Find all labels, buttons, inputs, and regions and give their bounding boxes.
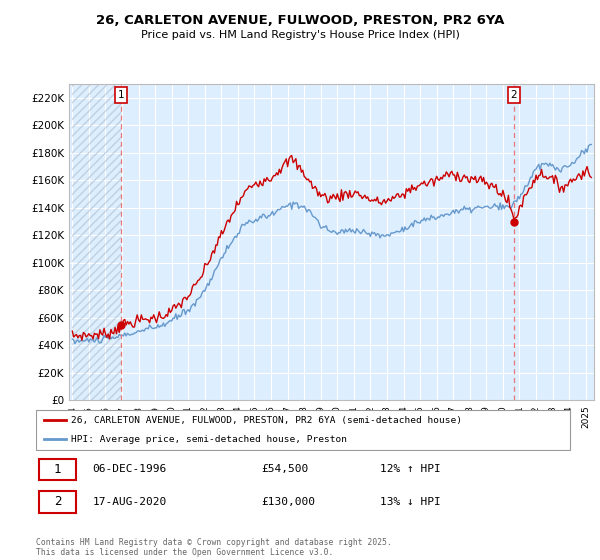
Text: 1: 1 bbox=[54, 463, 61, 476]
FancyBboxPatch shape bbox=[38, 459, 76, 480]
Text: 1: 1 bbox=[118, 90, 124, 100]
Text: £130,000: £130,000 bbox=[262, 497, 316, 507]
Text: 2: 2 bbox=[511, 90, 517, 100]
Text: 06-DEC-1996: 06-DEC-1996 bbox=[92, 464, 167, 474]
Text: Contains HM Land Registry data © Crown copyright and database right 2025.
This d: Contains HM Land Registry data © Crown c… bbox=[36, 538, 392, 557]
Text: £54,500: £54,500 bbox=[262, 464, 309, 474]
Text: 13% ↓ HPI: 13% ↓ HPI bbox=[380, 497, 440, 507]
Text: HPI: Average price, semi-detached house, Preston: HPI: Average price, semi-detached house,… bbox=[71, 435, 347, 444]
FancyBboxPatch shape bbox=[36, 410, 571, 450]
Text: Price paid vs. HM Land Registry's House Price Index (HPI): Price paid vs. HM Land Registry's House … bbox=[140, 30, 460, 40]
FancyBboxPatch shape bbox=[38, 491, 76, 512]
Text: 2: 2 bbox=[54, 495, 61, 508]
Text: 26, CARLETON AVENUE, FULWOOD, PRESTON, PR2 6YA (semi-detached house): 26, CARLETON AVENUE, FULWOOD, PRESTON, P… bbox=[71, 416, 462, 424]
Text: 26, CARLETON AVENUE, FULWOOD, PRESTON, PR2 6YA: 26, CARLETON AVENUE, FULWOOD, PRESTON, P… bbox=[96, 14, 504, 27]
Text: 17-AUG-2020: 17-AUG-2020 bbox=[92, 497, 167, 507]
Text: 12% ↑ HPI: 12% ↑ HPI bbox=[380, 464, 440, 474]
